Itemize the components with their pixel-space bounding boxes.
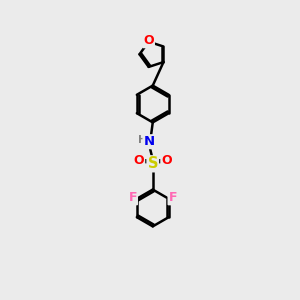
Text: F: F: [169, 191, 177, 204]
Text: O: O: [134, 154, 144, 167]
Text: H: H: [138, 134, 146, 145]
Text: O: O: [143, 34, 154, 47]
Text: N: N: [143, 135, 155, 148]
Text: O: O: [161, 154, 172, 167]
Text: F: F: [128, 191, 137, 204]
Text: S: S: [148, 156, 158, 171]
